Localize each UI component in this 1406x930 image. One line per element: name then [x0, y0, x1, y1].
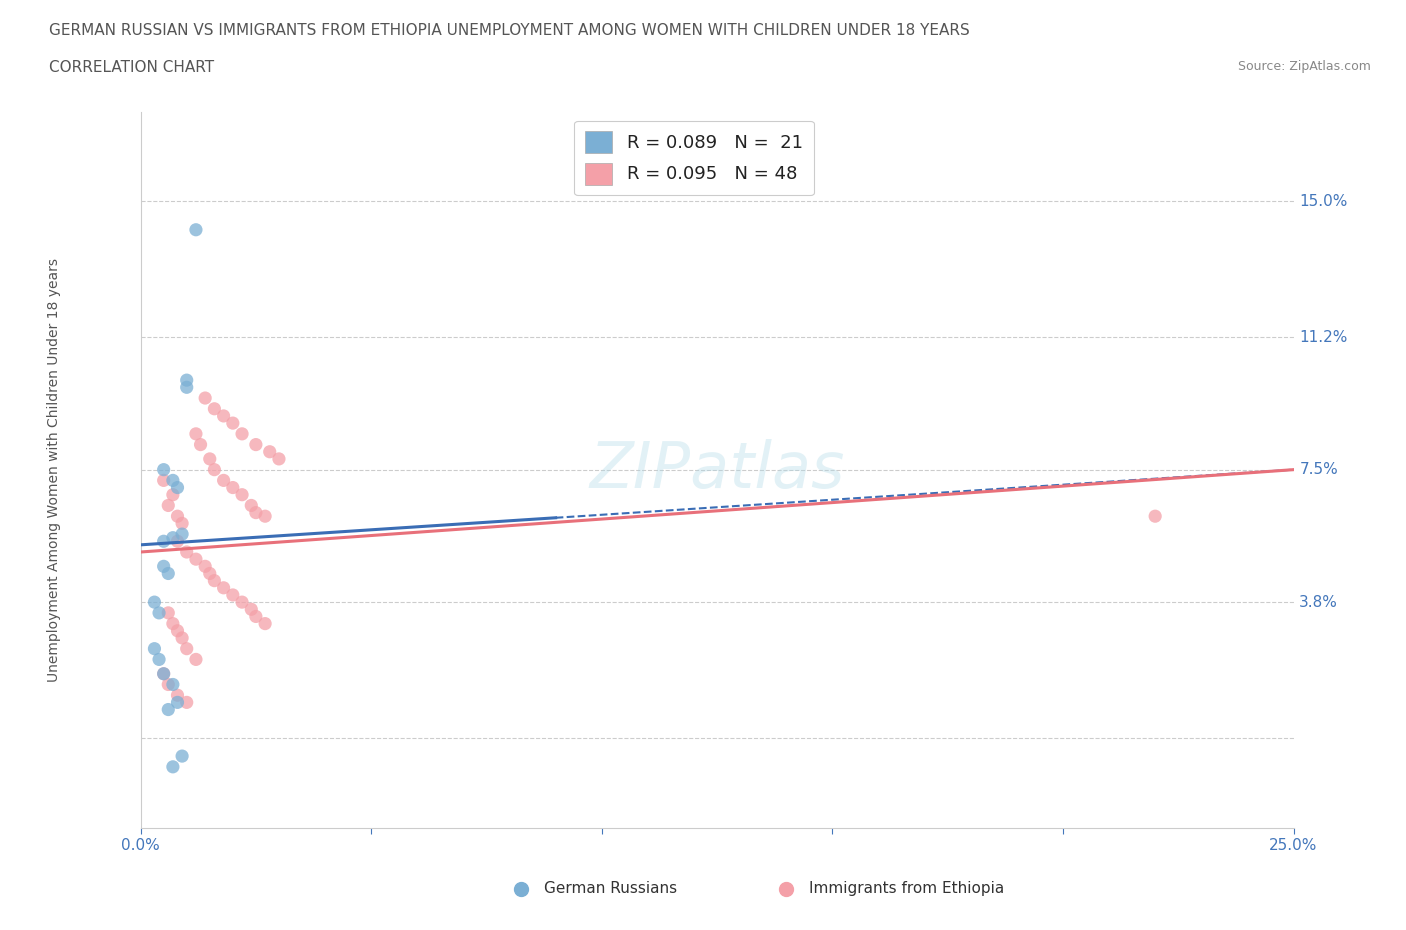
Text: Source: ZipAtlas.com: Source: ZipAtlas.com [1237, 60, 1371, 73]
Legend: R = 0.089   N =  21, R = 0.095   N = 48: R = 0.089 N = 21, R = 0.095 N = 48 [575, 121, 814, 195]
Point [254, 617, 277, 631]
Point [184, 222, 207, 237]
Point [184, 33, 207, 47]
Point [162, 617, 184, 631]
Point [1144, 509, 1167, 524]
Point [152, 666, 174, 681]
Point [176, 695, 198, 710]
Point [166, 688, 188, 703]
Point [184, 551, 207, 566]
Point [222, 416, 245, 431]
Point [198, 451, 221, 466]
Point [176, 373, 198, 388]
Point [143, 642, 166, 657]
Point [194, 391, 217, 405]
Point [190, 437, 212, 452]
Point [176, 379, 198, 394]
Point [245, 609, 267, 624]
Point [152, 666, 174, 681]
Point [157, 566, 180, 581]
Point [176, 642, 198, 657]
Point [162, 530, 184, 545]
Point [143, 594, 166, 609]
Point [157, 677, 180, 692]
Point [202, 402, 225, 417]
Point [152, 559, 174, 574]
Text: GERMAN RUSSIAN VS IMMIGRANTS FROM ETHIOPIA UNEMPLOYMENT AMONG WOMEN WITH CHILDRE: GERMAN RUSSIAN VS IMMIGRANTS FROM ETHIOP… [49, 23, 970, 38]
Point [152, 534, 174, 549]
Point [172, 526, 194, 541]
Text: Immigrants from Ethiopia: Immigrants from Ethiopia [810, 881, 1004, 897]
Point [231, 426, 253, 442]
Point [245, 437, 267, 452]
Point [198, 566, 221, 581]
Point [202, 462, 225, 477]
Point [152, 462, 174, 477]
Point [245, 505, 267, 520]
Text: 7.5%: 7.5% [1299, 462, 1339, 477]
Point [166, 695, 188, 710]
Point [212, 408, 235, 423]
Text: 3.8%: 3.8% [1299, 594, 1339, 610]
Point [184, 426, 207, 442]
Point [152, 473, 174, 488]
Text: ZIPatlas: ZIPatlas [589, 439, 845, 500]
Point [172, 516, 194, 531]
Point [184, 652, 207, 667]
Point [148, 605, 170, 620]
Point [162, 473, 184, 488]
Point [157, 702, 180, 717]
Point [148, 652, 170, 667]
Point [157, 498, 180, 513]
Point [162, 487, 184, 502]
Point [194, 559, 217, 574]
Point [166, 509, 188, 524]
Point [162, 760, 184, 775]
Point [172, 631, 194, 645]
Point [267, 451, 290, 466]
Point [212, 580, 235, 595]
Point [202, 573, 225, 588]
Point [176, 545, 198, 560]
Text: CORRELATION CHART: CORRELATION CHART [49, 60, 214, 75]
Text: German Russians: German Russians [544, 881, 678, 897]
Point [254, 509, 277, 524]
Point [231, 594, 253, 609]
Point [240, 498, 263, 513]
Point [222, 588, 245, 603]
Point [166, 623, 188, 638]
Point [212, 473, 235, 488]
Point [157, 605, 180, 620]
Text: 15.0%: 15.0% [1299, 193, 1348, 208]
Point [222, 480, 245, 495]
Point [162, 677, 184, 692]
Point [240, 602, 263, 617]
Point [259, 445, 281, 459]
Text: 11.2%: 11.2% [1299, 329, 1348, 345]
Point [166, 480, 188, 495]
Point [231, 487, 253, 502]
Point [172, 749, 194, 764]
Text: Unemployment Among Women with Children Under 18 years: Unemployment Among Women with Children U… [48, 258, 60, 682]
Point [166, 534, 188, 549]
